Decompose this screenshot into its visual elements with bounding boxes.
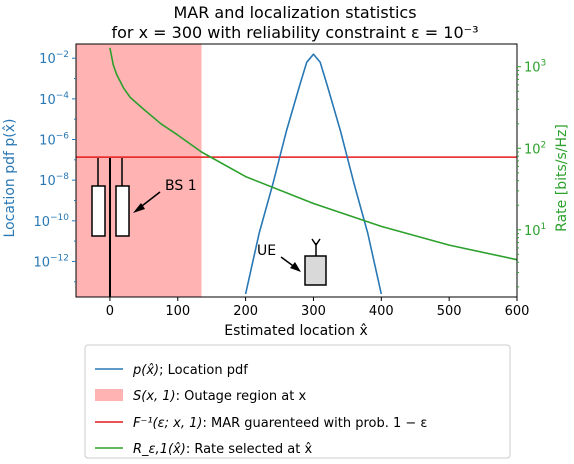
legend-entry-label: R_ε,1(x̂): Rate selected at x̂ bbox=[133, 442, 312, 457]
left-y-axis-label: Location pdf p(x̂) bbox=[2, 119, 18, 238]
x-axis-ticks: 0 100 200 300 400 500 600 bbox=[106, 297, 530, 319]
ue-arrow-head bbox=[290, 262, 301, 272]
series-layer bbox=[109, 47, 518, 295]
x-tick-label: 300 bbox=[301, 304, 326, 319]
left-y-tick-label: 10−6 bbox=[39, 132, 69, 149]
ue-antenna-right-tip bbox=[315, 238, 321, 246]
right-y-tick-label: 103 bbox=[524, 59, 546, 76]
x-tick-label: 100 bbox=[165, 304, 190, 319]
bs-label: BS 1 bbox=[165, 178, 197, 194]
legend: p(x̂); Location pdf S(x, 1): Outage regio… bbox=[84, 344, 511, 459]
outage-region bbox=[76, 44, 202, 297]
x-tick-label: 400 bbox=[369, 304, 394, 319]
x-tick-label: 500 bbox=[437, 304, 462, 319]
plot-frame bbox=[75, 43, 518, 298]
left-y-tick-label: 10−12 bbox=[33, 253, 69, 270]
left-y-axis-ticks: 10−2 10−4 10−6 10−8 10−10 10−12 bbox=[33, 50, 76, 283]
bs-arrow-head bbox=[133, 203, 145, 213]
left-y-tick-label: 10−8 bbox=[39, 172, 69, 189]
legend-box bbox=[84, 344, 511, 459]
ue-device bbox=[304, 255, 327, 286]
x-tick-label: 0 bbox=[106, 304, 114, 319]
x-axis-label: Estimated location x̂ bbox=[224, 323, 367, 339]
bs-antenna-right bbox=[115, 185, 130, 237]
right-y-tick-label: 102 bbox=[524, 140, 546, 157]
right-y-axis-ticks: 103 102 101 bbox=[517, 59, 546, 288]
left-y-tick-label: 10−4 bbox=[39, 91, 69, 108]
chart-title-line-1: MAR and localization statistics bbox=[173, 3, 416, 22]
x-tick-label: 600 bbox=[505, 304, 530, 319]
rate-line bbox=[109, 47, 518, 261]
ue-illustration: UE bbox=[257, 238, 327, 286]
left-y-tick-label: 10−2 bbox=[39, 50, 69, 67]
legend-swatch-patch bbox=[95, 389, 123, 401]
left-y-tick-label: 10−10 bbox=[33, 213, 69, 230]
legend-entry-label: S(x, 1): Outage region at x bbox=[133, 389, 306, 404]
location-pdf-line bbox=[244, 53, 383, 295]
ue-label: UE bbox=[257, 243, 276, 259]
legend-entry-label: p(x̂); Location pdf bbox=[132, 363, 248, 378]
bs-illustration: BS 1 bbox=[91, 158, 197, 297]
right-y-tick-label: 101 bbox=[524, 222, 546, 239]
ue-antenna-left-tip bbox=[311, 238, 317, 246]
bs-antenna-left bbox=[91, 185, 106, 237]
chart-title-line-2: for x = 300 with reliability constraint … bbox=[112, 23, 479, 42]
legend-entries: p(x̂); Location pdf S(x, 1): Outage regio… bbox=[95, 363, 427, 457]
x-tick-label: 200 bbox=[233, 304, 258, 319]
legend-entry-label: F⁻¹(ε; x, 1): MAR guarenteed with prob. … bbox=[133, 416, 427, 431]
right-y-axis-label: Rate [bits/s/Hz] bbox=[554, 124, 570, 232]
